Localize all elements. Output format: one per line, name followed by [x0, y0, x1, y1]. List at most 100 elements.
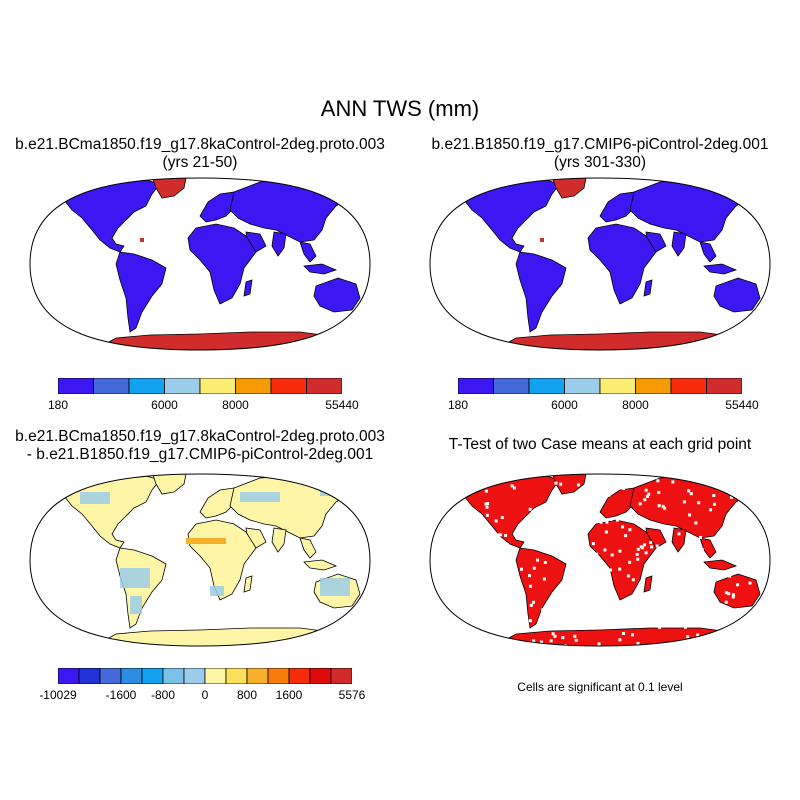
non-significant-cell: [465, 611, 469, 615]
colorbar-tick-label: 800: [236, 688, 258, 702]
non-significant-cell: [595, 493, 599, 497]
panel-3-title-line2: - b.e21.B1850.f19_g17.CMIP6-piControl-2d…: [26, 446, 374, 463]
land-layer: [63, 474, 370, 646]
non-significant-cell: [618, 549, 622, 553]
diff-negative-patch: [120, 568, 150, 588]
non-significant-cell: [631, 633, 635, 637]
colorbar-swatch: [267, 668, 290, 684]
non-significant-cell: [650, 619, 654, 623]
non-significant-cell: [597, 642, 601, 646]
non-significant-cell: [636, 557, 640, 561]
non-significant-cell: [591, 542, 595, 546]
colorbar-difference: [58, 668, 352, 684]
non-significant-cell: [563, 548, 567, 552]
non-significant-cell: [484, 489, 488, 493]
non-significant-cell: [697, 598, 701, 602]
land-greenland: [551, 474, 587, 495]
non-significant-cell: [598, 625, 602, 629]
non-significant-cell: [579, 526, 583, 530]
non-significant-cell: [545, 610, 549, 614]
non-significant-cell: [528, 619, 532, 623]
non-significant-cell: [600, 646, 603, 649]
non-significant-cell: [650, 545, 654, 549]
non-significant-cell: [540, 640, 544, 644]
non-significant-cell: [549, 639, 553, 643]
non-significant-cell: [593, 517, 597, 521]
colorbar-swatch: [528, 378, 565, 394]
non-significant-cell: [596, 572, 600, 576]
land-madagascar: [643, 279, 653, 297]
colorbar-swatch: [164, 378, 201, 394]
non-significant-cell: [539, 518, 543, 522]
land-layer: [460, 474, 770, 649]
colorbar-swatch: [706, 378, 742, 394]
non-significant-cell: [636, 547, 640, 551]
non-significant-cell: [647, 492, 651, 496]
colorbar-tick-label: 5576: [338, 688, 366, 702]
non-significant-cell: [618, 567, 622, 571]
non-significant-cell: [486, 529, 490, 533]
non-significant-cell: [550, 543, 554, 547]
non-significant-cell: [540, 539, 544, 543]
land-new-zealand: [367, 305, 370, 319]
non-significant-cell: [628, 560, 632, 564]
non-significant-cell: [574, 493, 578, 497]
non-significant-cell: [532, 566, 536, 570]
colorbar-swatch: [330, 668, 352, 684]
non-significant-cell: [556, 505, 560, 509]
non-significant-cell: [679, 561, 683, 565]
non-significant-cell: [563, 597, 567, 601]
land-north-america: [63, 179, 161, 253]
non-significant-cell: [598, 504, 602, 508]
non-significant-cell: [696, 633, 700, 637]
non-significant-cell: [750, 629, 754, 633]
non-significant-cell: [712, 502, 716, 506]
non-significant-cell: [468, 562, 472, 566]
map-panel-difference: [29, 473, 371, 647]
non-significant-cell: [683, 625, 687, 629]
panel-4-title: T-Test of two Case means at each grid po…: [400, 436, 800, 454]
non-significant-cell: [477, 521, 481, 525]
significance-note: Cells are significant at 0.1 level: [517, 680, 683, 694]
non-significant-cell: [644, 551, 648, 555]
land-south-america: [515, 547, 567, 629]
colorbar-tick-label: 0: [201, 688, 209, 702]
non-significant-cell: [497, 544, 501, 548]
non-significant-cell: [494, 519, 498, 523]
non-significant-cell: [744, 478, 748, 482]
non-significant-cell: [736, 583, 740, 587]
land-india: [671, 527, 687, 553]
land-layer: [463, 178, 770, 350]
colorbar-swatch: [235, 378, 272, 394]
non-significant-cell: [460, 554, 464, 558]
non-significant-cell: [483, 635, 487, 639]
non-significant-cell: [487, 554, 491, 558]
non-significant-cell: [624, 534, 628, 538]
non-significant-cell: [725, 548, 729, 552]
colorbar-tick-label: 180: [447, 398, 469, 412]
non-significant-cell: [726, 639, 730, 643]
colorbar-swatch: [120, 668, 143, 684]
non-significant-cell: [746, 510, 750, 514]
non-significant-cell: [478, 604, 482, 608]
non-significant-cell: [475, 540, 479, 544]
non-significant-cell: [464, 519, 468, 523]
non-significant-cell: [611, 606, 615, 610]
non-significant-cell: [726, 536, 730, 540]
non-significant-cell: [715, 482, 719, 486]
non-significant-cell: [744, 529, 748, 533]
non-significant-cell: [644, 488, 648, 492]
non-significant-cell: [531, 628, 535, 632]
diff-negative-patch: [80, 492, 110, 504]
non-significant-cell: [604, 530, 608, 534]
non-significant-cell: [618, 638, 622, 642]
non-significant-cell: [658, 625, 662, 629]
non-significant-cell: [707, 604, 711, 608]
non-significant-cell: [663, 506, 667, 510]
non-significant-cell: [486, 502, 490, 506]
non-significant-cell: [747, 565, 751, 569]
non-significant-cell: [748, 581, 752, 585]
non-significant-cell: [605, 520, 609, 524]
non-significant-cell: [671, 480, 675, 484]
non-significant-cell: [551, 632, 555, 636]
